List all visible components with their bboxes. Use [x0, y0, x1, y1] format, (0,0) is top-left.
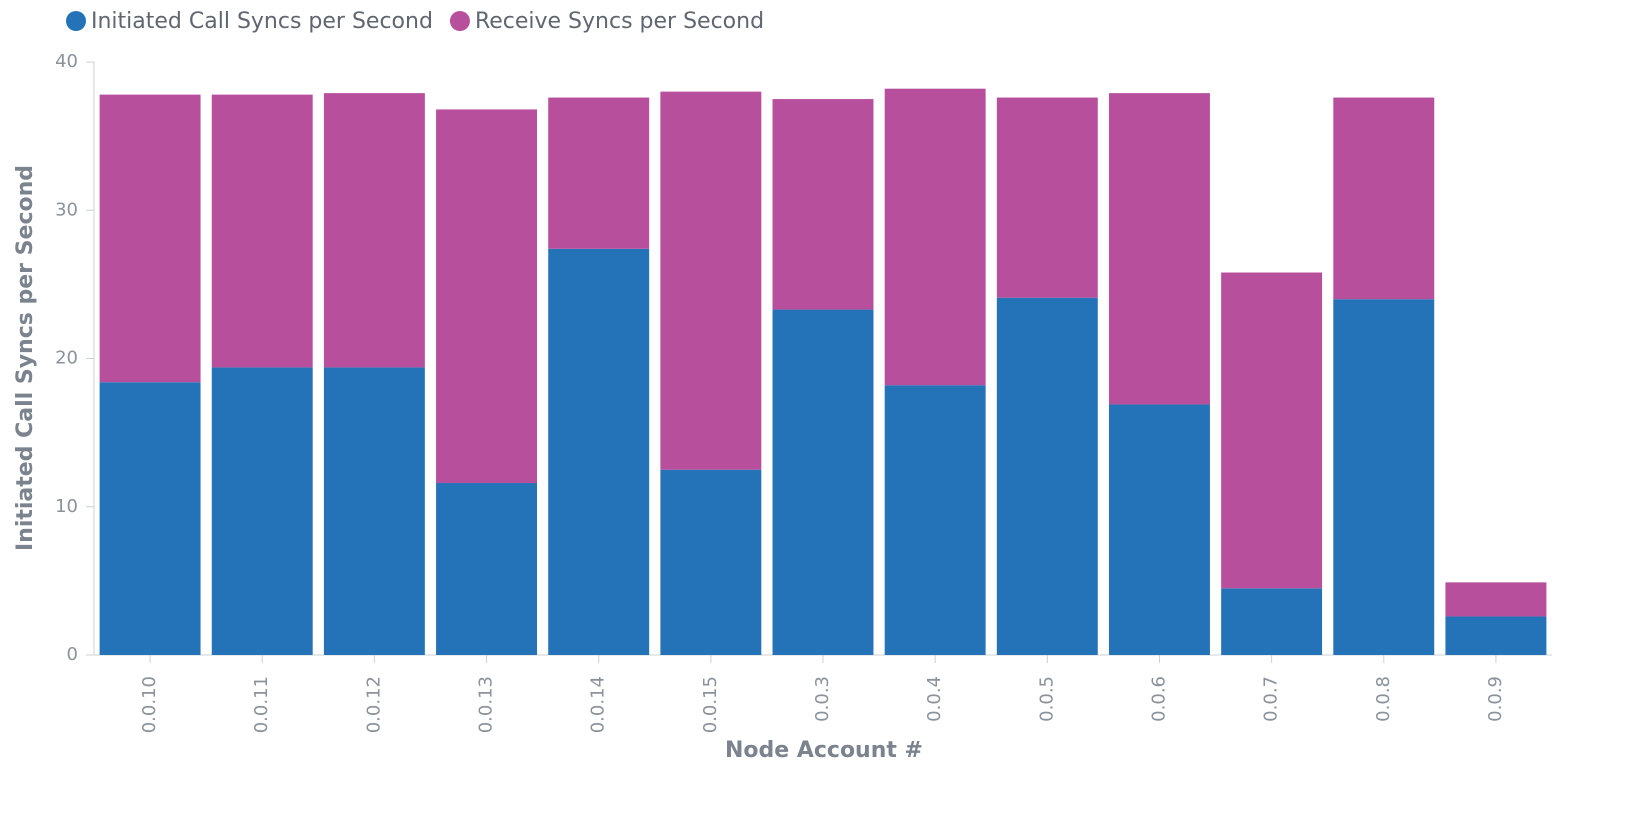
legend-marker: [449, 11, 470, 31]
x-tick-label: 0.0.3: [812, 676, 833, 722]
bar-segment: [1445, 582, 1547, 617]
bar-segment: [99, 382, 201, 655]
bar-segment: [1333, 97, 1435, 300]
bar-segment: [884, 88, 986, 386]
y-tick-label: 10: [55, 496, 78, 517]
bar-segment: [1221, 588, 1323, 655]
x-tick-label: 0.0.10: [139, 676, 160, 733]
bar-segment: [660, 469, 762, 655]
bar-segment: [772, 309, 874, 655]
bar-segment: [211, 94, 313, 368]
bar-segment: [884, 385, 986, 655]
x-tick-label: 0.0.4: [924, 676, 945, 722]
bar-segment: [1108, 93, 1210, 405]
x-tick-label: 0.0.12: [363, 676, 384, 733]
bar-segment: [323, 93, 425, 368]
x-tick-label: 0.0.15: [700, 676, 721, 733]
bar-segment: [99, 94, 201, 383]
bar-segment: [1333, 299, 1435, 655]
legend-label: Receive Syncs per Second: [475, 9, 764, 34]
legend-label: Initiated Call Syncs per Second: [91, 9, 433, 34]
y-tick-label: 0: [67, 644, 78, 665]
bar-segment: [436, 109, 538, 484]
bar-segment: [1221, 272, 1323, 589]
y-tick-label: 40: [55, 51, 78, 72]
bar-segment: [996, 297, 1098, 655]
bar-segment: [1108, 404, 1210, 655]
y-tick-label: 30: [55, 199, 78, 220]
bar-segment: [772, 99, 874, 310]
x-tick-label: 0.0.7: [1261, 676, 1282, 722]
x-tick-label: 0.0.13: [476, 676, 497, 733]
bar-segment: [660, 91, 762, 470]
x-tick-label: 0.0.8: [1373, 676, 1394, 722]
x-tick-label: 0.0.6: [1148, 676, 1169, 722]
x-tick-label: 0.0.5: [1036, 676, 1057, 722]
y-tick-label: 20: [55, 348, 78, 369]
legend-marker: [66, 11, 86, 31]
x-tick-label: 0.0.11: [251, 676, 272, 733]
y-axis-title: Initiated Call Syncs per Second: [13, 165, 38, 551]
bar-segment: [996, 97, 1098, 298]
bar-segment: [548, 248, 650, 656]
bar-segment: [436, 483, 538, 655]
x-tick-label: 0.0.14: [588, 676, 609, 733]
bar-segment: [1445, 616, 1547, 655]
bar-segment: [548, 97, 650, 249]
x-axis-title: Node Account #: [725, 738, 923, 763]
bar-segment: [211, 367, 313, 655]
bar-segment: [323, 367, 425, 655]
x-tick-label: 0.0.9: [1485, 676, 1506, 722]
